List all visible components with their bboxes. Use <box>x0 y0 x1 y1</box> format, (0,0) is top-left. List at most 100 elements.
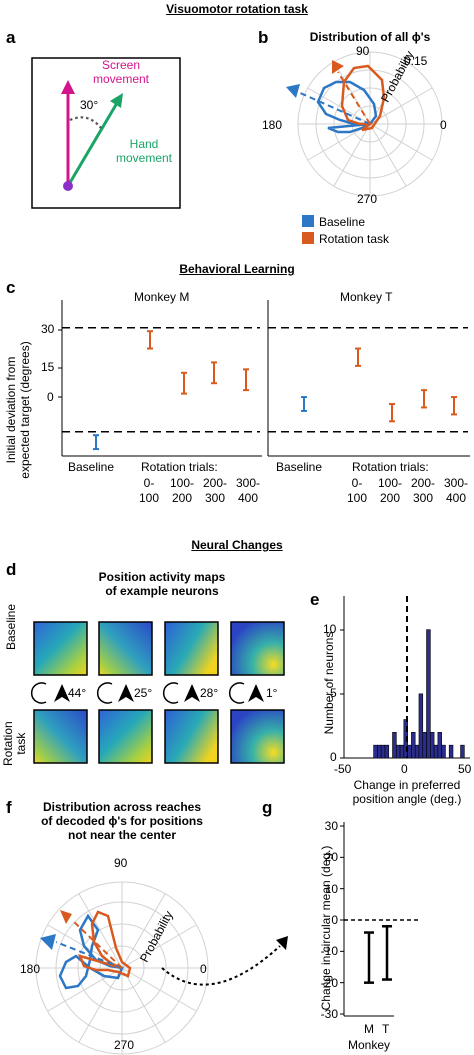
ytick-30: 30 <box>41 322 55 336</box>
e-xtick-50: 50 <box>458 762 472 776</box>
rotation-angle-arc <box>69 116 102 129</box>
panel-f-title-line3: not near the center <box>67 828 177 842</box>
panel-e-xlabel: Change in preferred position angle (deg.… <box>344 778 470 806</box>
panel-c-m-baseline-label: Baseline <box>68 460 115 474</box>
panel-d-title: Position activity maps of example neuron… <box>52 570 272 598</box>
monkey-t-errorbars <box>268 326 468 433</box>
panel-label-e: e <box>310 590 320 609</box>
panel-f-rotation-mean-line <box>71 919 123 969</box>
panel-f-label-90: 90 <box>114 856 128 870</box>
rotation-angle-3: 28° <box>200 686 219 700</box>
screen-movement-label: Screen movement <box>86 58 156 86</box>
hand-movement-label: Hand movement <box>114 137 174 165</box>
rotation-swatch <box>302 232 314 244</box>
rotation-angle-2: 25° <box>134 686 153 700</box>
rotation-distribution-line <box>340 64 386 132</box>
panel-b-polar-plot <box>286 51 443 197</box>
panel-f-polar-plot <box>35 881 288 1055</box>
legend-label-rotation: Rotation task <box>319 232 390 246</box>
connector-arrowhead <box>276 936 288 950</box>
m-bin-0: 0- 100 <box>138 476 160 505</box>
g-xtick-t: T <box>382 1022 390 1036</box>
ytick-0: 0 <box>47 390 54 404</box>
heatmap-baseline-3 <box>164 621 219 676</box>
histogram-bar <box>418 693 424 759</box>
section-title-neural: Neural Changes <box>191 538 283 552</box>
panel-e-histogram <box>340 596 470 759</box>
heatmap-rotation-4 <box>230 709 285 764</box>
direction-arrow-icon-3 <box>184 684 200 702</box>
panel-c-title-t: Monkey T <box>340 290 393 304</box>
screen-arrow-head <box>61 80 75 94</box>
panel-g-errorbars <box>364 925 392 984</box>
panel-f-baseline-arrowhead <box>40 934 56 950</box>
g-ytick-label: 20 <box>324 850 338 865</box>
panel-g-ticks <box>340 825 344 1015</box>
panel-a-diagram <box>31 57 181 209</box>
g-ytick-label: 30 <box>324 819 338 833</box>
screen-label-line2: movement <box>92 72 150 86</box>
monkey-m-errorbars <box>62 326 260 451</box>
e-ytick-10: 10 <box>323 622 337 636</box>
panel-g-xlabel: Monkey <box>348 1038 391 1052</box>
panel-f-label-180: 180 <box>20 962 41 976</box>
movement-origin-dot <box>63 181 73 191</box>
panel-f-rotation-line <box>77 910 132 978</box>
hand-label-line1: Hand <box>129 137 159 151</box>
e-xtick-0: 0 <box>401 762 408 776</box>
section-title-behavioral: Behavioral Learning <box>179 262 295 276</box>
section-title-visuomotor: Visuomotor rotation task <box>166 2 308 16</box>
panel-f-title-line2: of decoded ϕ's for positions <box>41 814 203 828</box>
histogram-bars <box>373 629 465 759</box>
panel-c-chart <box>58 300 470 457</box>
hand-label-line2: movement <box>115 151 173 165</box>
panel-e-xlabel-line2: position angle (deg.) <box>352 792 462 806</box>
rotation-arc-icon-2 <box>96 682 113 704</box>
panel-c-t-rotation-label: Rotation trials: <box>352 460 429 474</box>
direction-arrow-icons <box>54 684 264 702</box>
g-ytick-label: 10 <box>324 881 338 896</box>
rotation-mean-line <box>337 71 371 125</box>
panel-label-d: d <box>6 560 17 579</box>
panel-label-g: g <box>262 798 273 817</box>
t-bin-3: 300- 400 <box>443 476 469 505</box>
histogram-bar <box>448 744 454 759</box>
panel-d-title-line2: of example neurons <box>105 584 219 598</box>
direction-arrow-icon-4 <box>248 684 264 702</box>
histogram-bar <box>460 744 465 759</box>
panel-d-title-line1: Position activity maps <box>98 570 226 584</box>
panel-f-title-line1: Distribution across reaches <box>42 800 202 814</box>
rotation-arc-icon-3 <box>162 682 179 704</box>
rotation-arc-icon-1 <box>30 682 47 704</box>
panel-c-m-rotation-label: Rotation trials: <box>141 460 218 474</box>
m-bin-3: 300- 400 <box>235 476 261 505</box>
panel-f-label-0: 0 <box>200 962 207 976</box>
histogram-bar <box>441 744 446 759</box>
direction-arrow-icon-1 <box>54 684 70 702</box>
screen-label-line1: Screen <box>101 58 141 72</box>
heatmap-rotation-3 <box>164 709 219 764</box>
baseline-distribution-line <box>316 80 378 134</box>
panel-g-axes <box>343 822 394 1017</box>
panel-f-rotation-arrowhead <box>60 910 72 924</box>
direction-arrow-icon-2 <box>118 684 134 702</box>
rotation-arc-icons <box>30 682 245 704</box>
panel-c-title-m: Monkey M <box>134 290 190 304</box>
panel-e-xlabel-line1: Change in preferred <box>353 778 461 792</box>
panel-label-f: f <box>6 798 12 817</box>
g-ytick-label: -20 <box>320 975 338 990</box>
panel-b-legend: Baseline Rotation task <box>302 214 389 248</box>
t-bin-0: 0- 100 <box>346 476 368 505</box>
t-bin-1: 100- 200 <box>377 476 403 505</box>
e-ytick-0: 0 <box>330 750 337 764</box>
rotation-heatmap-row <box>33 709 285 764</box>
panel-f-to-g-connector <box>161 945 281 986</box>
heatmap-baseline-1 <box>33 621 88 676</box>
rotation-angle-1: 44° <box>68 686 87 700</box>
histogram-bar <box>426 629 431 759</box>
panel-label-c: c <box>6 278 16 297</box>
panel-f-baseline-mean-line <box>55 941 123 969</box>
panel-c-t-baseline-label: Baseline <box>276 460 323 474</box>
heatmap-rotation-2 <box>98 709 153 764</box>
